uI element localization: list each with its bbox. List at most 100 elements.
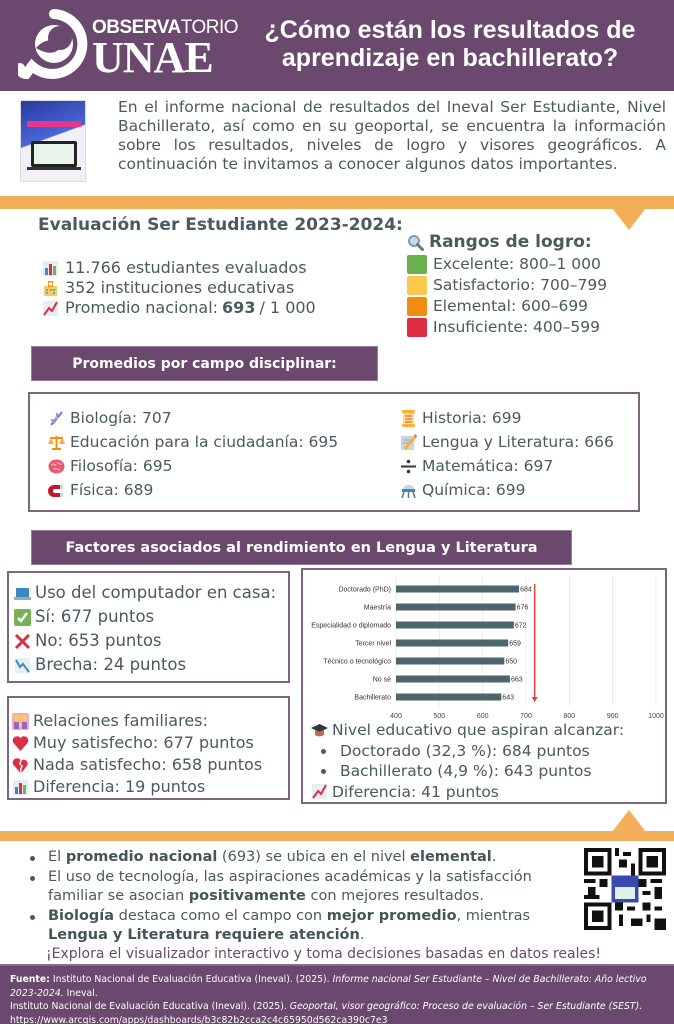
x-tick-label: 1000	[648, 713, 664, 720]
stat-text: 11.766 estudiantes evaluados	[65, 258, 307, 277]
campo-label: Física: 689	[70, 481, 154, 499]
category-label: Especialidad o diplomado	[311, 623, 391, 630]
campo-label: Química: 699	[422, 481, 526, 499]
scales-icon	[48, 435, 65, 450]
campo-item-left-1: Educación para la ciudadanía: 695	[48, 430, 338, 454]
computer-gap: Brecha: 24 puntos	[14, 653, 276, 677]
ref2-italic: Geoportal, visor geográfico: Proceso de …	[289, 1001, 643, 1012]
observatorio-eye-logo-icon	[18, 9, 88, 80]
bar-value-label: 663	[511, 677, 523, 684]
aspiration-diff: Diferencia: 41 puntos	[311, 782, 624, 803]
x-tick-label: 600	[477, 713, 489, 720]
trend-up-icon	[312, 784, 327, 800]
campo-label: Filosofía: 695	[70, 457, 173, 475]
source-label: Fuente:	[10, 974, 50, 985]
conclusion-item: Biología destaca como el campo con mejor…	[28, 907, 576, 946]
bullet-text: Bachillerato (4,9 %): 643 puntos	[340, 762, 592, 780]
category-label: Tercer nivel	[355, 641, 391, 648]
divider-band-2	[0, 831, 674, 841]
campo-item-left-2: Filosofía: 695	[48, 454, 338, 478]
page-title: ¿Cómo están los resultados de aprendizaj…	[264, 16, 636, 72]
conclusion-text: El	[48, 849, 66, 865]
range-item: Elemental: 600–699	[407, 296, 607, 317]
intro-paragraph: En el informe nacional de resultados del…	[118, 98, 666, 173]
computer-yes-text: Sí: 677 puntos	[35, 607, 155, 626]
bar-value-label: 684	[520, 587, 532, 594]
conclusion-emphasis: Biología	[48, 907, 115, 924]
range-item: Excelente: 800–1 000	[407, 254, 607, 275]
bar	[396, 693, 502, 701]
aspiration-summary: Nivel educativo que aspiran alcanzar: Do…	[311, 720, 624, 802]
range-color-swatch	[407, 255, 427, 274]
computer-title: Uso del computador en casa:	[14, 581, 276, 605]
category-label: No sé	[373, 677, 391, 684]
range-item: Satisfactorio: 700–799	[407, 275, 607, 296]
ref1-end: Ineval.	[63, 987, 98, 999]
conclusion-text: El uso de tecnología, las aspiraciones a…	[48, 868, 532, 905]
aspiration-bullet-doctorado: Doctorado (32,3 %): 684 puntos	[311, 741, 624, 762]
report-cover-icon[interactable]	[20, 100, 86, 182]
magnifier-icon	[408, 234, 424, 251]
bar	[396, 621, 514, 629]
divider-pointer-up	[612, 810, 646, 832]
conclusions-list: El promedio nacional (693) se ubica en e…	[28, 848, 576, 946]
bar	[396, 675, 510, 683]
qr-code-icon[interactable]	[584, 848, 666, 930]
lab-icon	[401, 484, 416, 498]
family-diff-text: Diferencia: 19 puntos	[33, 777, 206, 796]
campo-item-right-0: Historia: 699	[400, 406, 614, 430]
computer-gap-text: Brecha: 24 puntos	[35, 655, 187, 674]
conclusion-item: El uso de tecnología, las aspiraciones a…	[28, 868, 576, 907]
campo-label: Lengua y Literatura: 666	[422, 433, 614, 451]
broken-heart-icon	[12, 757, 28, 773]
category-label: Doctorado (PhD)	[338, 587, 391, 594]
source-ref-2: Instituto Nacional de Evaluación Educati…	[10, 1000, 664, 1014]
conclusion-text: .	[359, 927, 365, 943]
range-label: Insuficiente: 400–599	[433, 318, 600, 336]
family-very-satisfied: Muy satisfecho: 677 puntos	[12, 732, 262, 754]
school-icon	[44, 280, 57, 296]
laptop-icon	[14, 587, 31, 600]
trend-arrow-head	[531, 697, 538, 702]
bar	[396, 603, 516, 611]
range-label: Excelente: 800–1 000	[433, 255, 601, 273]
bar	[396, 585, 520, 593]
trend-up-icon	[43, 300, 58, 316]
aspiration-chart-box: 400 500 600 700 800 900 1000 Doctorado (PhD) 684…	[301, 568, 667, 804]
computer-title-text: Uso del computador en casa:	[35, 583, 277, 602]
memo-pencil-icon	[401, 433, 417, 450]
stat-text: 352 instituciones educativas	[65, 278, 295, 297]
division-icon	[401, 459, 416, 473]
family-relations-box: Relaciones familiares: Muy satisfecho: 6…	[7, 696, 290, 800]
ref1-italic: Informe nacional Ser Estudiante – Nivel …	[10, 974, 647, 999]
family-very-satisfied-text: Muy satisfecho: 677 puntos	[33, 733, 254, 752]
source-url[interactable]: https://www.arcgis.com/apps/dashboards/b…	[10, 1014, 388, 1024]
logo-unae-text: UNAE	[92, 33, 214, 82]
conclusion-emphasis: elemental	[410, 849, 492, 865]
computer-yes: Sí: 677 puntos	[14, 605, 276, 629]
bar-chart-icon	[43, 260, 58, 276]
ranges-title-text: Rangos de logro:	[429, 232, 592, 252]
aspiration-bar-chart: 400 500 600 700 800 900 1000 Doctorado (PhD) 684…	[311, 576, 664, 720]
conclusion-text: (693) se ubica en el nivel	[217, 849, 411, 865]
ref2-plain: Instituto Nacional de Evaluación Educati…	[10, 1001, 290, 1012]
conclusion-emphasis: promedio nacional	[65, 849, 218, 865]
heart-icon	[12, 735, 29, 751]
category-label: Maestría	[364, 605, 391, 612]
family-icon	[12, 712, 29, 730]
achievement-ranges: Rangos de logro: Excelente: 800–1 000 Sat…	[407, 232, 607, 338]
conclusion-text: con mejores resultados.	[305, 888, 484, 904]
conclusion-text: .	[491, 849, 497, 865]
campo-item-left-0: Biología: 707	[48, 406, 338, 430]
ref1-plain: Instituto Nacional de Evaluación Educati…	[49, 974, 333, 985]
family-diff: Diferencia: 19 puntos	[12, 776, 262, 798]
x-tick-label: 800	[563, 713, 575, 720]
campos-box: Biología: 707 Educación para la ciudadaní…	[28, 392, 640, 512]
computer-no: No: 653 puntos	[14, 629, 276, 653]
bullet-text: Doctorado (32,3 %): 684 puntos	[340, 741, 590, 760]
aspiration-title: Nivel educativo que aspiran alcanzar:	[311, 720, 624, 741]
logo-light: TORIO	[180, 17, 239, 38]
range-color-swatch	[407, 318, 427, 337]
source-ref-1: Fuente: Instituto Nacional de Evaluación…	[10, 973, 664, 1000]
bar-value-label: 672	[515, 623, 527, 630]
